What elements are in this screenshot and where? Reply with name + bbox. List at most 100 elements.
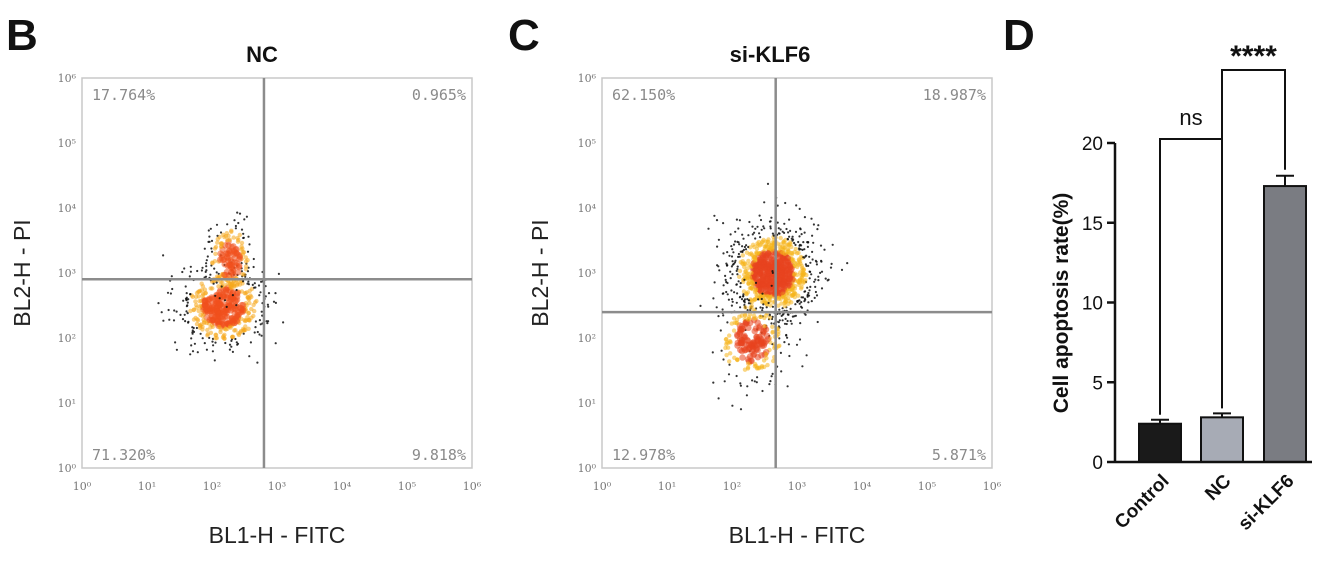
event-dot (203, 247, 206, 250)
event-dot (816, 228, 819, 231)
event-dot (739, 382, 742, 385)
event-dot (753, 258, 758, 263)
event-dot (246, 282, 249, 285)
event-dot (746, 385, 749, 388)
y-tick-label: 10³ (578, 267, 596, 280)
event-dot (754, 237, 757, 240)
event-dot (173, 309, 176, 312)
event-dot (243, 291, 248, 296)
event-dot (191, 307, 197, 312)
event-dot (789, 319, 792, 323)
event-dot (179, 313, 182, 316)
event-dot (731, 273, 734, 276)
event-dot (236, 254, 243, 261)
event-dot (201, 317, 206, 323)
event-dot (788, 354, 791, 358)
event-dot (789, 307, 792, 310)
event-dot (245, 215, 248, 218)
event-dot (722, 252, 725, 255)
event-dot (805, 354, 808, 357)
event-dot (727, 373, 731, 376)
event-dot (743, 261, 748, 267)
event-dot (174, 341, 177, 344)
event-dot (213, 336, 218, 341)
event-dot (246, 250, 250, 253)
event-dot (237, 221, 240, 225)
event-dot (175, 348, 178, 351)
event-dot (762, 246, 768, 251)
event-dot (770, 245, 775, 251)
event-dot (803, 231, 806, 234)
event-dot (256, 361, 259, 364)
event-dot (213, 332, 218, 337)
event-dot (213, 251, 218, 256)
event-dot (223, 327, 228, 332)
x-tick-label: 10⁴ (853, 480, 872, 493)
event-dot (247, 280, 250, 283)
event-dot (216, 234, 219, 237)
bar-si-klf6 (1263, 185, 1307, 463)
event-dot (229, 228, 234, 233)
event-dot (727, 339, 733, 344)
event-dot (769, 220, 772, 223)
event-dot (230, 345, 233, 348)
event-dot (723, 380, 726, 383)
event-dot (819, 271, 822, 274)
event-dot (781, 307, 784, 310)
event-dot (737, 274, 742, 279)
event-dot (274, 342, 277, 345)
event-dot (726, 293, 729, 296)
event-dot (789, 300, 794, 305)
event-dot (183, 313, 186, 316)
x-tick-label: 10³ (268, 480, 286, 493)
event-dot (789, 250, 795, 256)
event-dot (717, 238, 721, 241)
event-dot (761, 389, 764, 393)
event-dot (183, 267, 186, 270)
event-dot (763, 239, 768, 244)
quadrant-upper-left-label: 62.150% (612, 86, 675, 104)
event-dot (735, 374, 738, 378)
event-dot (734, 321, 740, 326)
event-dot (776, 204, 779, 207)
event-dot (748, 305, 753, 310)
event-dot (770, 284, 773, 287)
y-tick-label: 10⁶ (58, 72, 77, 85)
event-dot (813, 280, 816, 283)
event-dot (751, 313, 757, 318)
event-dot (751, 328, 758, 335)
event-dot (795, 343, 799, 346)
event-dot (170, 275, 173, 278)
event-dot (788, 218, 791, 221)
event-dot (815, 263, 819, 266)
event-dot (242, 236, 245, 240)
event-dot (737, 252, 741, 256)
event-dot (804, 255, 807, 258)
event-dot (770, 375, 773, 378)
event-dot (192, 326, 195, 330)
event-dot (800, 296, 803, 299)
event-dot (205, 348, 208, 351)
event-dot (799, 228, 802, 231)
event-dot (225, 237, 230, 243)
event-dot (759, 218, 763, 222)
event-dot (797, 240, 800, 244)
event-dot (711, 351, 714, 354)
y-tick-label: 5 (1092, 373, 1103, 394)
event-dot (738, 243, 741, 246)
y-axis-label: BL2-H - PI (527, 219, 553, 326)
event-dot (760, 228, 763, 231)
event-dot (726, 251, 729, 254)
event-dot (767, 315, 773, 320)
event-dot (228, 343, 232, 346)
x-tick-label: 10² (203, 480, 221, 493)
x-tick-labels: 10⁰ 10¹ 10² 10³ 10⁴ 10⁵ 10⁶ (73, 480, 482, 493)
event-dot (228, 348, 231, 351)
event-dot (786, 336, 789, 339)
event-dot (820, 260, 823, 263)
event-dot (733, 291, 736, 294)
event-dot (778, 296, 783, 301)
significance-label: **** (1230, 40, 1277, 73)
event-dot (718, 269, 721, 272)
event-dot (195, 326, 198, 330)
